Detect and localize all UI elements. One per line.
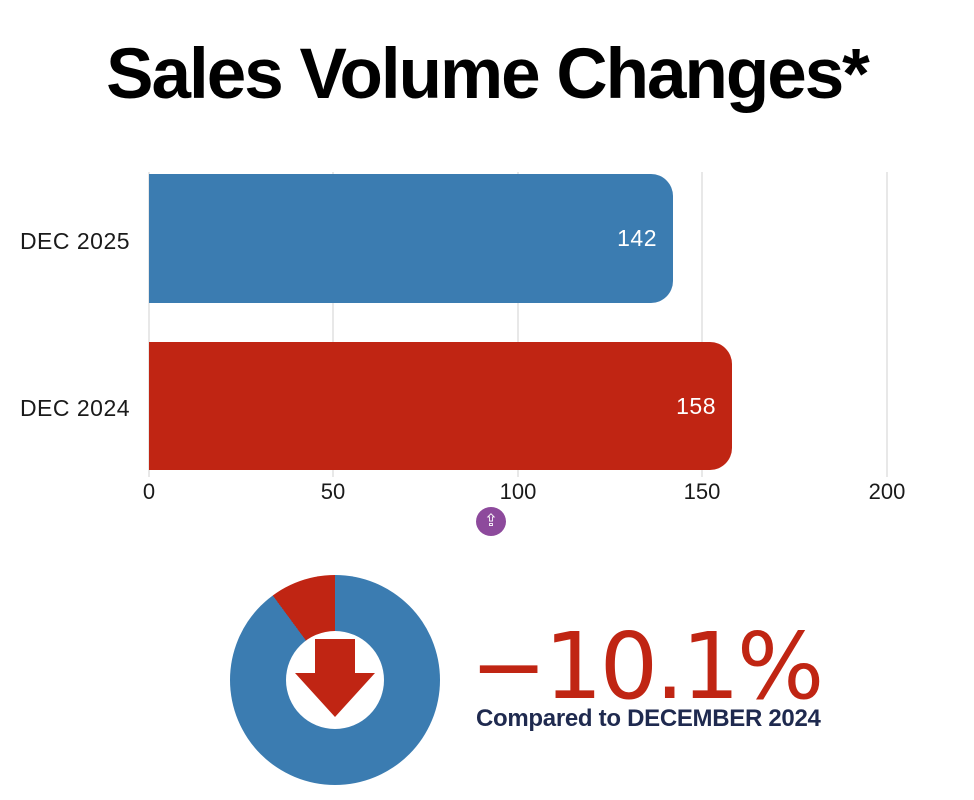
gridline-100 (517, 172, 519, 477)
bar-value-dec-2025: 142 (617, 225, 657, 251)
bar-dec-2025: 142 (149, 174, 673, 303)
category-label-dec-2025: DEC 2025 (19, 228, 131, 254)
bar-value-dec-2024: 158 (676, 392, 716, 419)
bar-dec-2024: 158 (149, 342, 732, 470)
elevate-arrow-icon: ⇪ (483, 511, 499, 531)
x-tick-150: 150 (683, 479, 721, 504)
comparison-caption: Compared to DECEMBER 2024 (476, 705, 821, 732)
x-tick-100: 100 (499, 479, 537, 504)
x-tick-0: 0 (142, 479, 156, 504)
percent-change: −10.1% (470, 613, 824, 720)
gridline-50 (332, 172, 334, 477)
chart-title: Sales Volume Changes* (106, 35, 870, 114)
gridline-150 (701, 172, 703, 477)
gridline-200 (886, 172, 888, 477)
down-arrow-icon (295, 639, 375, 717)
elevate-badge: ⇪ (476, 507, 506, 536)
x-tick-200: 200 (868, 479, 906, 504)
x-tick-50: 50 (320, 479, 346, 504)
category-label-dec-2024: DEC 2024 (19, 395, 131, 421)
gridline-0 (148, 172, 150, 477)
donut-chart (230, 575, 440, 785)
